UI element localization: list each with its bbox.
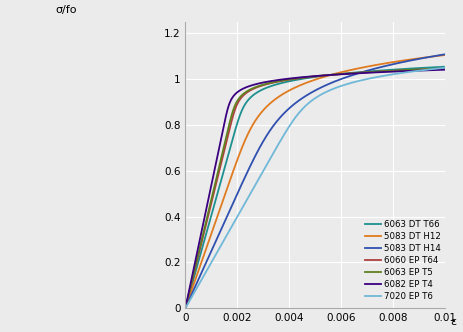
6063 EP T5 xyxy=(440,66,445,70)
5083 DT H12 xyxy=(238,147,244,151)
6060 EP T64 xyxy=(188,280,194,284)
Text: σ/fo: σ/fo xyxy=(56,5,77,15)
6082 EP T4 xyxy=(440,68,446,72)
Line: 7020 EP T6: 7020 EP T6 xyxy=(185,68,444,308)
5083 DT H14 xyxy=(214,236,219,240)
Line: 6063 DT T66: 6063 DT T66 xyxy=(185,67,443,308)
6063 EP T5 xyxy=(233,100,239,104)
6082 EP T4 xyxy=(182,306,188,310)
Line: 6082 EP T4: 6082 EP T4 xyxy=(185,70,443,308)
Line: 6060 EP T64: 6060 EP T64 xyxy=(185,68,443,308)
6063 EP T5 xyxy=(212,181,218,185)
6082 EP T4 xyxy=(213,158,219,162)
7020 EP T6 xyxy=(245,195,250,199)
7020 EP T6 xyxy=(222,237,227,241)
6063 DT T66 xyxy=(244,100,249,104)
6063 EP T5 xyxy=(220,147,225,151)
5083 DT H12 xyxy=(225,181,231,185)
6060 EP T64 xyxy=(440,66,446,70)
6063 EP T5 xyxy=(182,306,188,310)
Legend: 6063 DT T66, 5083 DT H12, 5083 DT H14, 6060 EP T64, 6063 EP T5, 6082 EP T4, 7020: 6063 DT T66, 5083 DT H12, 5083 DT H14, 6… xyxy=(364,220,440,301)
6082 EP T4 xyxy=(205,199,210,203)
6060 EP T64 xyxy=(209,198,214,202)
5083 DT H14 xyxy=(195,277,201,281)
6063 EP T5 xyxy=(194,258,199,262)
Line: 6063 EP T5: 6063 EP T5 xyxy=(185,68,443,308)
5083 DT H12 xyxy=(290,87,295,91)
6082 EP T4 xyxy=(323,73,329,77)
5083 DT H14 xyxy=(288,104,294,108)
Text: ε: ε xyxy=(450,317,456,327)
5083 DT H14 xyxy=(441,52,447,56)
7020 EP T6 xyxy=(406,70,412,74)
7020 EP T6 xyxy=(193,287,199,291)
5083 DT H12 xyxy=(182,306,188,310)
5083 DT H14 xyxy=(344,75,350,79)
Line: 5083 DT H12: 5083 DT H12 xyxy=(185,55,444,308)
7020 EP T6 xyxy=(341,83,347,87)
Line: 5083 DT H14: 5083 DT H14 xyxy=(185,54,444,308)
6063 DT T66 xyxy=(440,65,446,69)
7020 EP T6 xyxy=(441,66,447,70)
6060 EP T64 xyxy=(222,145,227,149)
7020 EP T6 xyxy=(182,306,188,310)
6063 DT T66 xyxy=(363,70,368,74)
6060 EP T64 xyxy=(202,223,208,227)
5083 DT H12 xyxy=(441,53,447,57)
6082 EP T4 xyxy=(184,296,190,300)
6063 DT T66 xyxy=(250,93,255,97)
6060 EP T64 xyxy=(222,142,228,146)
6082 EP T4 xyxy=(204,201,210,205)
5083 DT H12 xyxy=(197,263,203,267)
6063 DT T66 xyxy=(213,194,219,198)
7020 EP T6 xyxy=(219,242,224,246)
6063 DT T66 xyxy=(182,306,188,310)
6082 EP T4 xyxy=(192,259,198,263)
5083 DT H12 xyxy=(222,192,227,196)
6063 DT T66 xyxy=(427,65,432,69)
6063 EP T5 xyxy=(188,280,194,284)
6063 DT T66 xyxy=(216,184,222,188)
5083 DT H14 xyxy=(182,306,188,310)
6063 EP T5 xyxy=(225,127,231,131)
5083 DT H14 xyxy=(358,70,363,74)
6060 EP T64 xyxy=(227,124,232,128)
6060 EP T64 xyxy=(182,306,188,310)
5083 DT H12 xyxy=(190,282,196,286)
5083 DT H14 xyxy=(218,227,224,231)
